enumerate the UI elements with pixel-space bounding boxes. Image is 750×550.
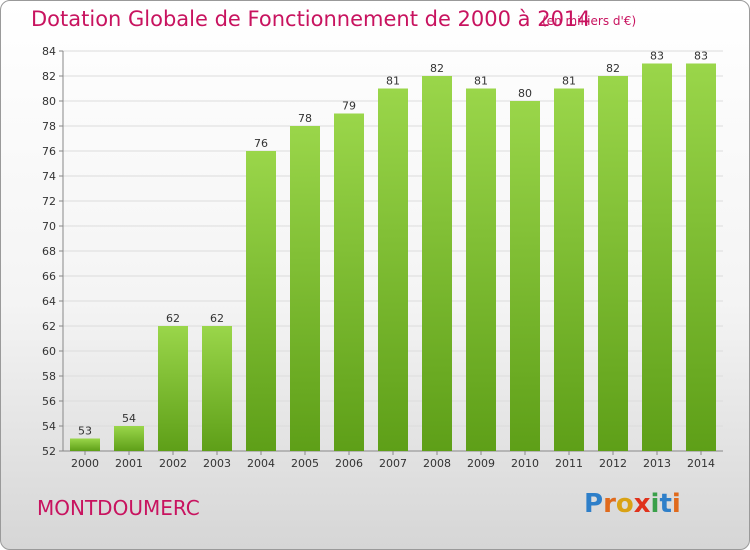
bar — [334, 113, 364, 451]
x-tick-label: 2003 — [203, 457, 231, 470]
x-tick-label: 2006 — [335, 457, 363, 470]
x-tick-label: 2010 — [511, 457, 539, 470]
y-tick-label: 56 — [42, 395, 56, 408]
bar — [466, 88, 496, 451]
bar-value-label: 81 — [386, 75, 400, 88]
x-tick-label: 2001 — [115, 457, 143, 470]
bar-value-label: 83 — [650, 50, 664, 63]
y-tick-label: 82 — [42, 70, 56, 83]
x-tick-label: 2013 — [643, 457, 671, 470]
bar — [686, 63, 716, 451]
chart-title: Dotation Globale de Fonctionnement de 20… — [31, 7, 591, 31]
bar — [290, 126, 320, 451]
y-tick-label: 68 — [42, 245, 56, 258]
x-tick-label: 2007 — [379, 457, 407, 470]
y-tick-label: 62 — [42, 320, 56, 333]
y-tick-label: 60 — [42, 345, 56, 358]
x-tick-label: 2002 — [159, 457, 187, 470]
bar — [510, 101, 540, 451]
bar-value-label: 78 — [298, 112, 312, 125]
y-tick-label: 78 — [42, 120, 56, 133]
bar-value-label: 81 — [474, 75, 488, 88]
chart-subtitle: (en milliers d'€) — [542, 14, 637, 28]
x-tick-label: 2004 — [247, 457, 275, 470]
x-tick-label: 2005 — [291, 457, 319, 470]
bar-value-label: 79 — [342, 100, 356, 113]
y-tick-label: 66 — [42, 270, 56, 283]
y-tick-label: 84 — [42, 45, 56, 58]
bars — [70, 63, 716, 451]
bar-value-label: 81 — [562, 75, 576, 88]
y-tick-label: 64 — [42, 295, 56, 308]
y-tick-label: 52 — [42, 445, 56, 458]
bar — [114, 426, 144, 451]
bar-value-label: 83 — [694, 50, 708, 63]
x-tick-label: 2014 — [687, 457, 715, 470]
value-labels: 53 54 62 62 76 78 79 81 82 81 80 81 82 83 83 — [78, 50, 708, 438]
y-tick-labels: 52 54 56 58 60 62 64 66 68 70 72 74 76 78 80 82 84 — [42, 45, 63, 458]
bar-value-label: 54 — [122, 412, 136, 425]
bar — [422, 76, 452, 451]
bar-value-label: 62 — [166, 312, 180, 325]
bar-value-label: 53 — [78, 425, 92, 438]
bar-value-label: 80 — [518, 87, 532, 100]
proxiti-logo: Proxiti — [584, 489, 681, 519]
y-tick-label: 72 — [42, 195, 56, 208]
bar — [202, 326, 232, 451]
bar-value-label: 62 — [210, 312, 224, 325]
x-tick-label: 2012 — [599, 457, 627, 470]
x-tick-label: 2009 — [467, 457, 495, 470]
bar-value-label: 82 — [430, 62, 444, 75]
x-tick-labels: 2000 2001 2002 2003 2004 2005 2006 2007 2008 2009… — [71, 451, 715, 470]
x-tick-label: 2008 — [423, 457, 451, 470]
bar — [378, 88, 408, 451]
y-tick-label: 58 — [42, 370, 56, 383]
bar-value-label: 82 — [606, 62, 620, 75]
bar-value-label: 76 — [254, 137, 268, 150]
y-tick-label: 76 — [42, 145, 56, 158]
bar — [246, 151, 276, 451]
y-tick-label: 54 — [42, 420, 56, 433]
commune-name: MONTDOUMERC — [37, 496, 200, 520]
y-tick-label: 74 — [42, 170, 56, 183]
x-tick-label: 2000 — [71, 457, 99, 470]
x-tick-label: 2011 — [555, 457, 583, 470]
bar — [158, 326, 188, 451]
bar — [554, 88, 584, 451]
bar — [642, 63, 672, 451]
y-tick-label: 80 — [42, 95, 56, 108]
bar — [598, 76, 628, 451]
y-tick-label: 70 — [42, 220, 56, 233]
bar — [70, 438, 100, 451]
